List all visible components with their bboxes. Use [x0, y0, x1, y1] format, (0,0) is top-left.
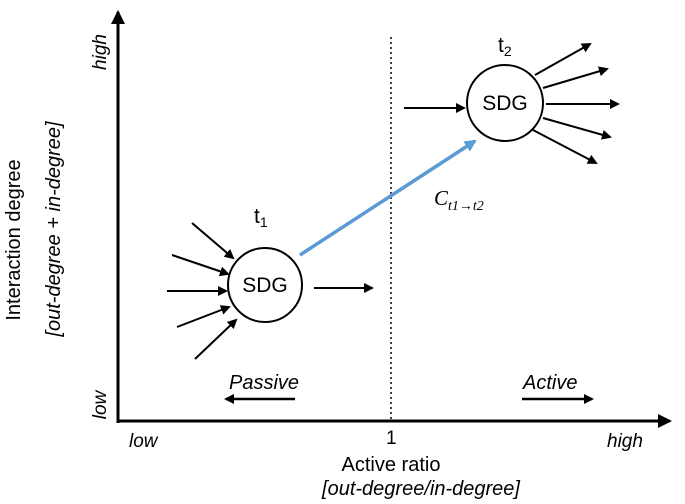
sdg-node-t1-label: SDG: [242, 274, 288, 297]
transition-arrow: [299, 139, 477, 257]
transition-label-sub: t1→t2: [448, 199, 484, 214]
time-label-t1: t1: [254, 206, 268, 229]
t1-incoming-edge: [191, 222, 235, 260]
time-label-t1-main: t: [254, 205, 260, 228]
x-axis-high-label: high: [607, 431, 643, 452]
time-label-t2: t2: [498, 35, 512, 58]
x-axis-low-label: low: [129, 431, 158, 452]
active-region-label: Active: [523, 372, 578, 394]
time-label-t2-sub: 2: [503, 43, 512, 59]
y-axis-high-label: high: [90, 34, 111, 70]
passive-region-label: Passive: [229, 372, 300, 394]
time-label-t2-main: t: [498, 34, 504, 57]
t1-incoming-edge: [176, 305, 231, 328]
t2-outgoing-edge: [542, 66, 609, 89]
t2-outgoing-edge: [534, 43, 592, 76]
t2-outgoing-edge: [532, 129, 598, 164]
transition-label-main: C: [434, 186, 449, 210]
x-axis-midpoint-label: 1: [386, 428, 397, 449]
time-label-t1-sub: 1: [259, 214, 268, 230]
x-axis-subtitle: [out-degree/in-degree]: [322, 478, 520, 500]
t1-incoming-edge: [194, 318, 238, 360]
sdg-node-t2-circle: [466, 64, 544, 142]
t1-incoming-edge: [171, 254, 230, 277]
sdg-node-t2-label: SDG: [482, 92, 528, 115]
sdg-node-t1-circle: [227, 247, 303, 323]
x-axis-title: Active ratio: [341, 454, 441, 476]
y-axis-low-label: low: [90, 390, 111, 420]
t2-outgoing-edge: [542, 117, 612, 140]
y-axis-title: Interaction degree: [3, 159, 25, 321]
y-axis-subtitle: [out-degree + in-degree]: [43, 121, 65, 337]
transition-label: Ct1→t2: [434, 188, 484, 214]
